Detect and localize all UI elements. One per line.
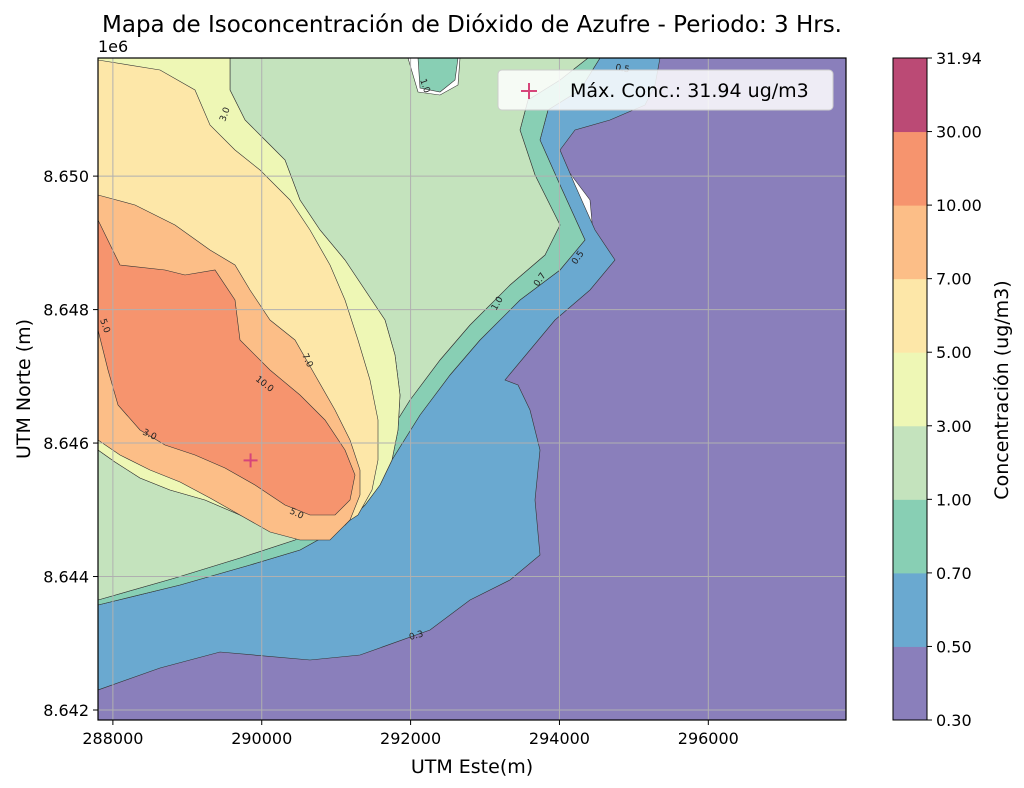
colorbar-segment (893, 499, 927, 574)
chart-title: Mapa de Isoconcentración de Dióxido de A… (102, 12, 842, 38)
y-axis-ticks: 8.642 8.644 8.646 8.648 8.650 (43, 167, 98, 720)
colorbar-segment (893, 278, 927, 353)
x-tick-label: 288000 (82, 729, 143, 748)
colorbar-tick-label: 0.30 (936, 711, 972, 730)
x-axis-label: UTM Este(m) (411, 756, 533, 778)
plot-frame (97, 57, 847, 721)
legend-plus-icon (521, 83, 537, 99)
colorbar-tick-label: 0.50 (936, 637, 972, 656)
contour-band-1.0-top (417, 58, 459, 93)
colorbar-frame (892, 57, 928, 721)
colorbar-segment (893, 425, 927, 500)
y-tick-label: 8.648 (43, 301, 89, 320)
contour-label: 3.0 (218, 106, 232, 123)
colorbar-ticks: 0.30 0.50 0.70 1.00 3.00 5.00 7.00 10.00 30.00 31… (927, 49, 982, 730)
contour-label: 1.0 (417, 78, 431, 95)
colorbar-tick-label: 30.00 (936, 123, 982, 142)
y-axis-label: UTM Norte (m) (13, 319, 35, 459)
y-tick-label: 8.642 (43, 701, 89, 720)
colorbar-tick-label: 1.00 (936, 490, 972, 509)
colorbar-segment (893, 205, 927, 280)
max-concentration-marker (243, 453, 258, 468)
colorbar-segment (893, 646, 927, 721)
legend-box (497, 69, 834, 111)
colorbar-segment (893, 131, 927, 206)
x-tick-label: 294000 (529, 729, 590, 748)
colorbar-segment (893, 572, 927, 647)
colorbar-segment (893, 352, 927, 427)
colorbar-tick-label: 31.94 (936, 49, 982, 68)
colorbar-tick-label: 5.00 (936, 343, 972, 362)
y-tick-label: 8.644 (43, 568, 89, 587)
x-tick-label: 290000 (231, 729, 292, 748)
legend-label: Máx. Conc.: 31.94 ug/m3 (570, 80, 809, 102)
contour-band-10.0 (98, 219, 356, 516)
colorbar-tick-label: 7.00 (936, 270, 972, 289)
colorbar-tick-label: 3.00 (936, 417, 972, 436)
colorbar-label: Concentración (ug/m3) (991, 280, 1013, 499)
y-tick-label: 8.646 (43, 434, 89, 453)
colorbar-tick-label: 10.00 (936, 196, 982, 215)
legend: Máx. Conc.: 31.94 ug/m3 (497, 69, 834, 111)
grid (98, 58, 846, 720)
y-tick-label: 8.650 (43, 167, 89, 186)
colorbar-segment (893, 58, 927, 133)
contour-label: 5.0 (97, 318, 111, 335)
x-tick-label: 292000 (380, 729, 441, 748)
x-tick-label: 296000 (678, 729, 739, 748)
colorbar (892, 57, 928, 721)
contour-fills (98, 58, 846, 720)
colorbar-tick-label: 0.70 (936, 564, 972, 583)
contour-label: 0.3 (408, 630, 424, 643)
x-axis-ticks: 288000 290000 292000 294000 296000 (82, 720, 739, 748)
y-offset-label: 1e6 (98, 37, 128, 56)
